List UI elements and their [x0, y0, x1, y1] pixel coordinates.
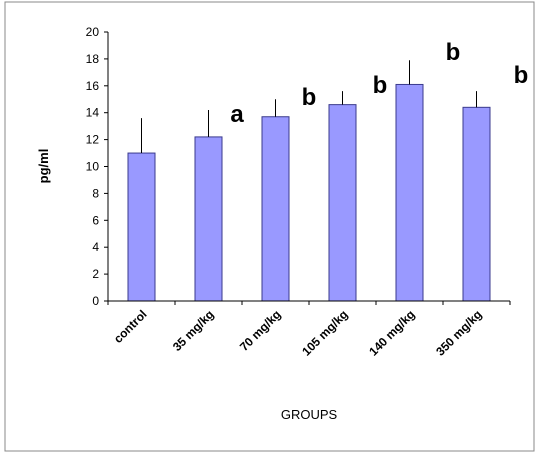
bars-layer: [127, 60, 491, 302]
significance-letter: b: [302, 84, 317, 111]
bar-3: [328, 104, 357, 302]
y-tick-label: 2: [92, 267, 99, 281]
y-tick-label: 18: [86, 52, 100, 66]
y-tick-label: 0: [92, 294, 99, 308]
y-tick-label: 12: [86, 133, 100, 147]
significance-letter: b: [514, 62, 529, 89]
y-tick-label: 4: [92, 240, 99, 254]
significance-letter: a: [230, 101, 244, 128]
bar-0: [127, 152, 156, 302]
annotation-layer: a b b b b: [230, 39, 528, 128]
x-axis-label: GROUPS: [281, 407, 338, 422]
bar-5: [462, 106, 491, 302]
bar-4: [395, 83, 424, 302]
label-layer: pg/ml GROUPS: [36, 149, 337, 422]
y-tick-label: 10: [86, 160, 100, 174]
significance-letter: b: [446, 39, 461, 66]
y-tick-label: 8: [92, 186, 99, 200]
y-tick-label: 14: [86, 106, 100, 120]
y-tick-label: 16: [86, 79, 100, 93]
bar-2: [261, 116, 290, 302]
y-tick-label: 6: [92, 213, 99, 227]
significance-letter: b: [373, 72, 388, 99]
y-axis-label: pg/ml: [36, 149, 51, 184]
bar-1: [194, 136, 223, 302]
y-tick-label: 20: [86, 25, 100, 39]
